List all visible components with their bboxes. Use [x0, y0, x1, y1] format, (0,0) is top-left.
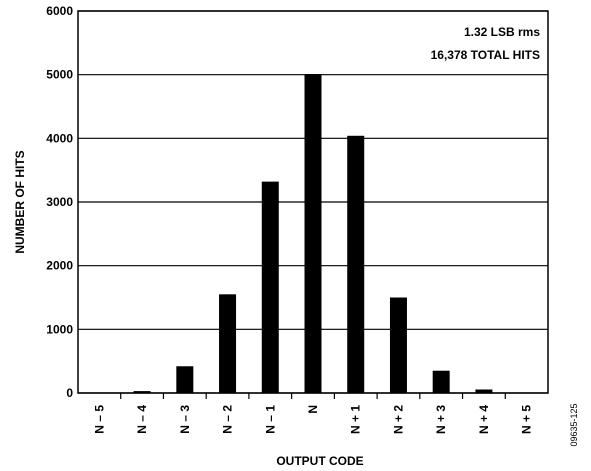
bar: [475, 389, 493, 393]
y-axis-label: NUMBER OF HITS: [13, 150, 27, 253]
x-tick-label: N – 1: [263, 405, 277, 434]
x-tick-label: N – 2: [221, 405, 235, 434]
figure-id: 09635-125: [569, 403, 579, 446]
bar: [133, 391, 151, 393]
bar: [347, 135, 365, 393]
x-tick-label: N + 1: [349, 405, 363, 434]
x-tick-label: N + 4: [477, 405, 491, 434]
bar: [261, 181, 279, 393]
y-tick-label: 5000: [46, 68, 73, 82]
y-tick-label: 0: [66, 386, 73, 400]
y-tick-label: 2000: [46, 259, 73, 273]
x-tick-label: N + 5: [520, 405, 534, 434]
y-tick-label: 4000: [46, 131, 73, 145]
annotation-rms: 1.32 LSB rms: [464, 25, 540, 39]
x-axis-label: OUTPUT CODE: [276, 454, 363, 468]
x-tick-labels: N – 5 N – 4 N – 3 N – 2 N – 1 N N + 1 N + 2 N + …: [92, 405, 533, 434]
x-tick-label: N + 2: [391, 405, 405, 434]
x-tick-label: N – 3: [178, 405, 192, 434]
y-tick-label: 3000: [46, 195, 73, 209]
axes: [77, 10, 549, 399]
y-tick-label: 1000: [46, 322, 73, 336]
x-tick-label: N – 5: [92, 405, 106, 434]
y-tick-label: 6000: [46, 4, 73, 18]
bar: [389, 297, 407, 393]
bar: [219, 294, 237, 393]
bar: [176, 366, 194, 393]
plot-frame: [77, 10, 549, 394]
bar: [432, 370, 450, 393]
y-tick-labels: 0 1000 2000 3000 4000 5000 6000: [46, 4, 73, 400]
x-tick-label: N + 3: [434, 405, 448, 434]
bars: [133, 74, 536, 393]
bar: [304, 74, 322, 393]
x-tick-label: N – 4: [135, 405, 149, 434]
annotation-total-hits: 16,378 TOTAL HITS: [431, 48, 540, 62]
x-tick-label: N: [306, 405, 320, 414]
